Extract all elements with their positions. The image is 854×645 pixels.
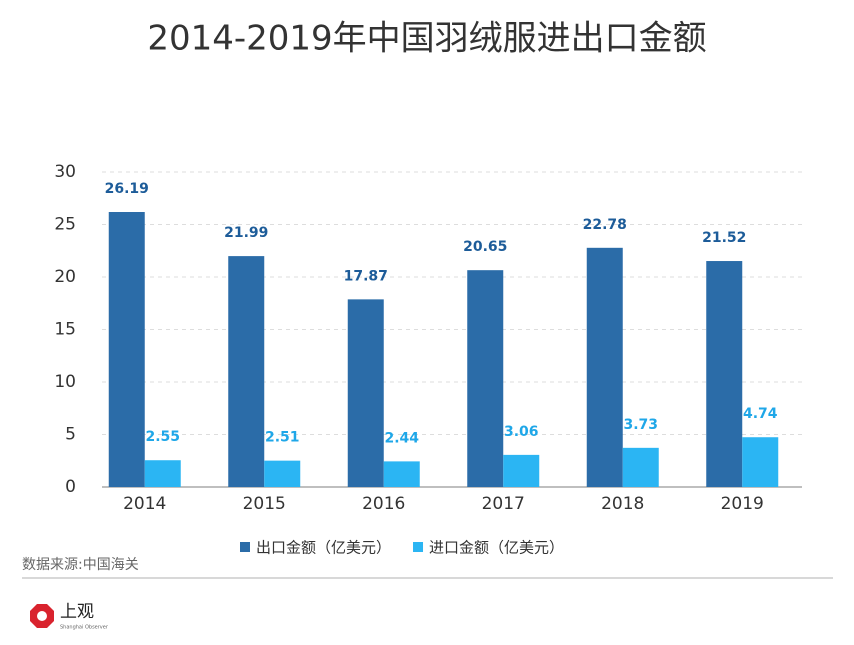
legend-swatch bbox=[413, 542, 424, 552]
y-tick-label: 10 bbox=[54, 372, 76, 392]
data-label: 3.73 bbox=[623, 417, 658, 433]
legend-label: 进口金额（亿美元） bbox=[429, 539, 564, 557]
bar bbox=[383, 461, 420, 487]
y-tick-label: 5 bbox=[65, 425, 76, 445]
legend-swatch bbox=[240, 542, 250, 552]
x-tick-label: 2017 bbox=[482, 494, 525, 514]
y-tick-label: 15 bbox=[54, 320, 76, 340]
y-tick-label: 20 bbox=[54, 267, 76, 287]
bar bbox=[347, 299, 384, 487]
bar bbox=[503, 454, 540, 487]
bar bbox=[228, 256, 265, 487]
y-tick-label: 30 bbox=[54, 162, 76, 182]
data-label: 21.52 bbox=[702, 230, 746, 246]
data-label: 2.44 bbox=[384, 430, 419, 446]
bar bbox=[586, 247, 623, 487]
source: 数据来源:中国海关 bbox=[22, 557, 139, 573]
bar bbox=[467, 270, 504, 487]
bar bbox=[144, 460, 181, 487]
data-label: 21.99 bbox=[224, 225, 268, 241]
data-label: 3.06 bbox=[504, 424, 539, 440]
logo-subtext: Shanghai Observer bbox=[60, 625, 109, 631]
x-tick-label: 2019 bbox=[721, 494, 764, 514]
data-label: 4.74 bbox=[743, 406, 778, 422]
data-label: 2.55 bbox=[145, 429, 180, 445]
logo-text: 上观 bbox=[60, 602, 94, 622]
logo-icon-hole bbox=[37, 611, 47, 621]
bar bbox=[264, 460, 301, 487]
data-label: 2.51 bbox=[265, 430, 300, 446]
bar bbox=[706, 261, 743, 487]
y-tick-label: 0 bbox=[65, 477, 76, 497]
data-label: 20.65 bbox=[463, 239, 507, 255]
x-tick-label: 2015 bbox=[243, 494, 286, 514]
data-label: 17.87 bbox=[344, 268, 388, 284]
y-tick-label: 25 bbox=[54, 215, 76, 235]
x-tick-label: 2016 bbox=[362, 494, 405, 514]
data-label: 22.78 bbox=[583, 217, 627, 233]
bar bbox=[108, 212, 145, 487]
data-label: 26.19 bbox=[105, 181, 149, 197]
chart-title: 2014-2019年中国羽绒服进出口金额 bbox=[147, 19, 706, 59]
bar bbox=[622, 447, 659, 487]
legend-label: 出口金额（亿美元） bbox=[256, 539, 391, 557]
x-tick-label: 2014 bbox=[123, 494, 166, 514]
logo: 上观 Shanghai Observer bbox=[30, 602, 109, 631]
bar bbox=[742, 437, 779, 487]
x-tick-label: 2018 bbox=[601, 494, 644, 514]
